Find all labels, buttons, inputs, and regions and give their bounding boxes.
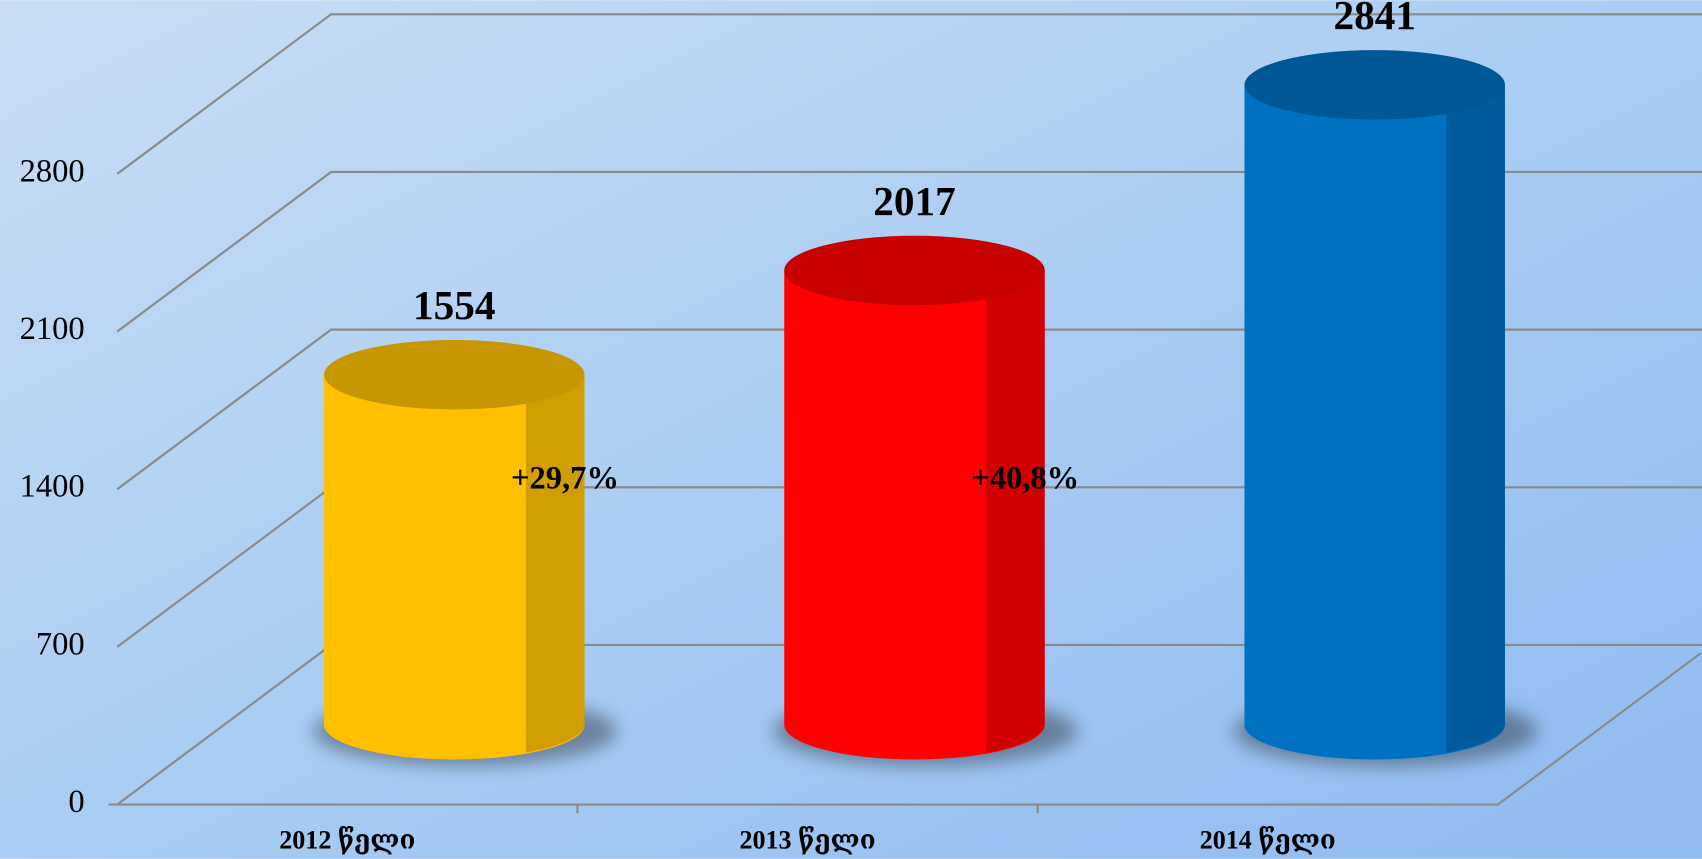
x-tick-label: 2013 წელი [739, 826, 875, 855]
y-tick-label: 0 [68, 784, 84, 820]
bar-top [324, 339, 585, 410]
bar-shade [986, 270, 1045, 753]
y-tick-label: 2800 [20, 153, 85, 189]
x-tick-label: 2014 წელი [1200, 826, 1336, 855]
value-label: 1554 [413, 282, 495, 328]
annotation: +29,7% [511, 461, 619, 497]
y-tick-label: 700 [36, 626, 85, 662]
x-tick-label: 2012 წელი [279, 826, 415, 855]
bar [784, 270, 1045, 760]
bar-top-shade [1244, 50, 1505, 120]
bar-shade [525, 374, 585, 753]
bar [324, 374, 585, 760]
y-tick-label: 1400 [20, 469, 85, 505]
value-label: 2017 [873, 178, 955, 224]
bar-shade [1446, 84, 1505, 753]
annotation: +40,8% [971, 461, 1079, 497]
bar-top [1244, 50, 1505, 120]
bar [1244, 84, 1505, 760]
floor-edge [108, 652, 1702, 806]
value-label: 2841 [1333, 0, 1415, 38]
bar-top-shade [784, 235, 1045, 306]
bar-top-shade [324, 339, 585, 410]
grid-line [116, 13, 1702, 175]
bar-top [784, 235, 1045, 306]
y-tick-label: 2100 [20, 311, 85, 347]
plot-area: 0 700 1400 2100 2800 2012 წელი 1554 2013 წელი 20… [20, 0, 1702, 855]
